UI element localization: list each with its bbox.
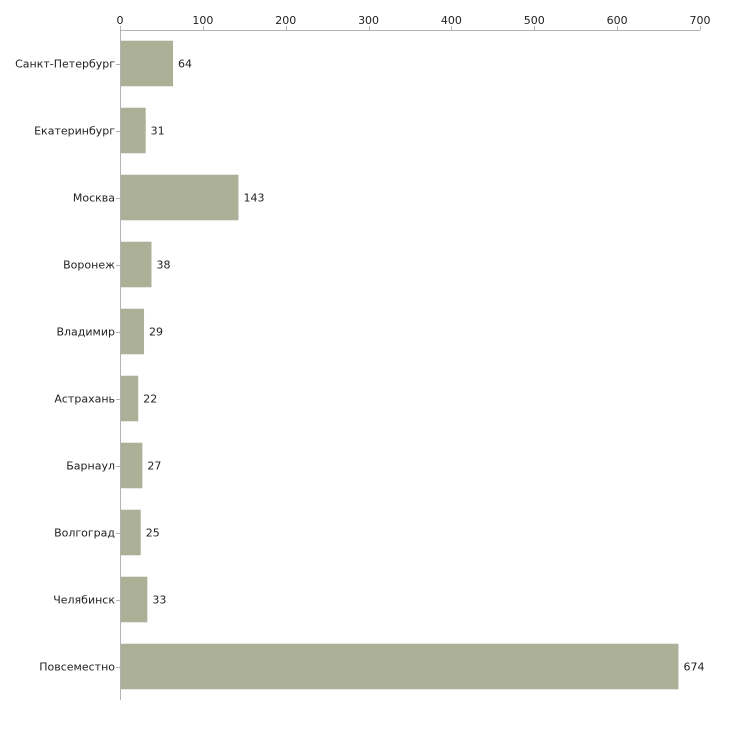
bar [121, 509, 141, 556]
value-label: 33 [152, 594, 166, 607]
category-label: Екатеринбург [34, 125, 115, 138]
bar [121, 442, 143, 489]
bar [121, 576, 148, 623]
bar [121, 375, 139, 422]
bar [121, 643, 679, 690]
bar [121, 40, 174, 87]
category-label: Москва [73, 192, 115, 205]
value-label: 64 [178, 58, 192, 71]
category-label: Астрахань [54, 393, 115, 406]
category-label: Владимир [56, 326, 115, 339]
x-tick-label: 600 [607, 14, 628, 27]
value-label: 25 [146, 527, 160, 540]
category-label: Воронеж [63, 259, 115, 272]
x-tick-label: 100 [192, 14, 213, 27]
value-labels: 64 31 143 38 29 22 27 25 33 674 [143, 58, 704, 674]
bar [121, 174, 239, 221]
bars-group [121, 40, 679, 690]
bar [121, 241, 152, 288]
category-label: Челябинск [53, 594, 115, 607]
value-label: 38 [156, 259, 170, 272]
x-axis-ticks: 0 100 200 300 400 500 600 700 [117, 14, 711, 30]
category-label: Волгоград [54, 527, 115, 540]
value-label: 22 [143, 393, 157, 406]
category-label: Санкт-Петербург [15, 58, 115, 71]
value-label: 27 [147, 460, 161, 473]
value-label: 143 [243, 192, 264, 205]
value-label: 29 [149, 326, 163, 339]
category-label: Барнаул [66, 460, 115, 473]
category-label: Повсеместно [39, 661, 115, 674]
value-label: 674 [683, 661, 704, 674]
x-tick-label: 500 [524, 14, 545, 27]
x-tick-label: 400 [441, 14, 462, 27]
value-label: 31 [151, 125, 165, 138]
x-tick-label: 300 [358, 14, 379, 27]
x-tick-label: 0 [117, 14, 124, 27]
x-tick-label: 700 [690, 14, 711, 27]
bar [121, 308, 145, 355]
bar [121, 107, 146, 154]
x-tick-label: 200 [275, 14, 296, 27]
category-labels: Санкт-Петербург Екатеринбург Москва Воронеж… [15, 58, 120, 674]
